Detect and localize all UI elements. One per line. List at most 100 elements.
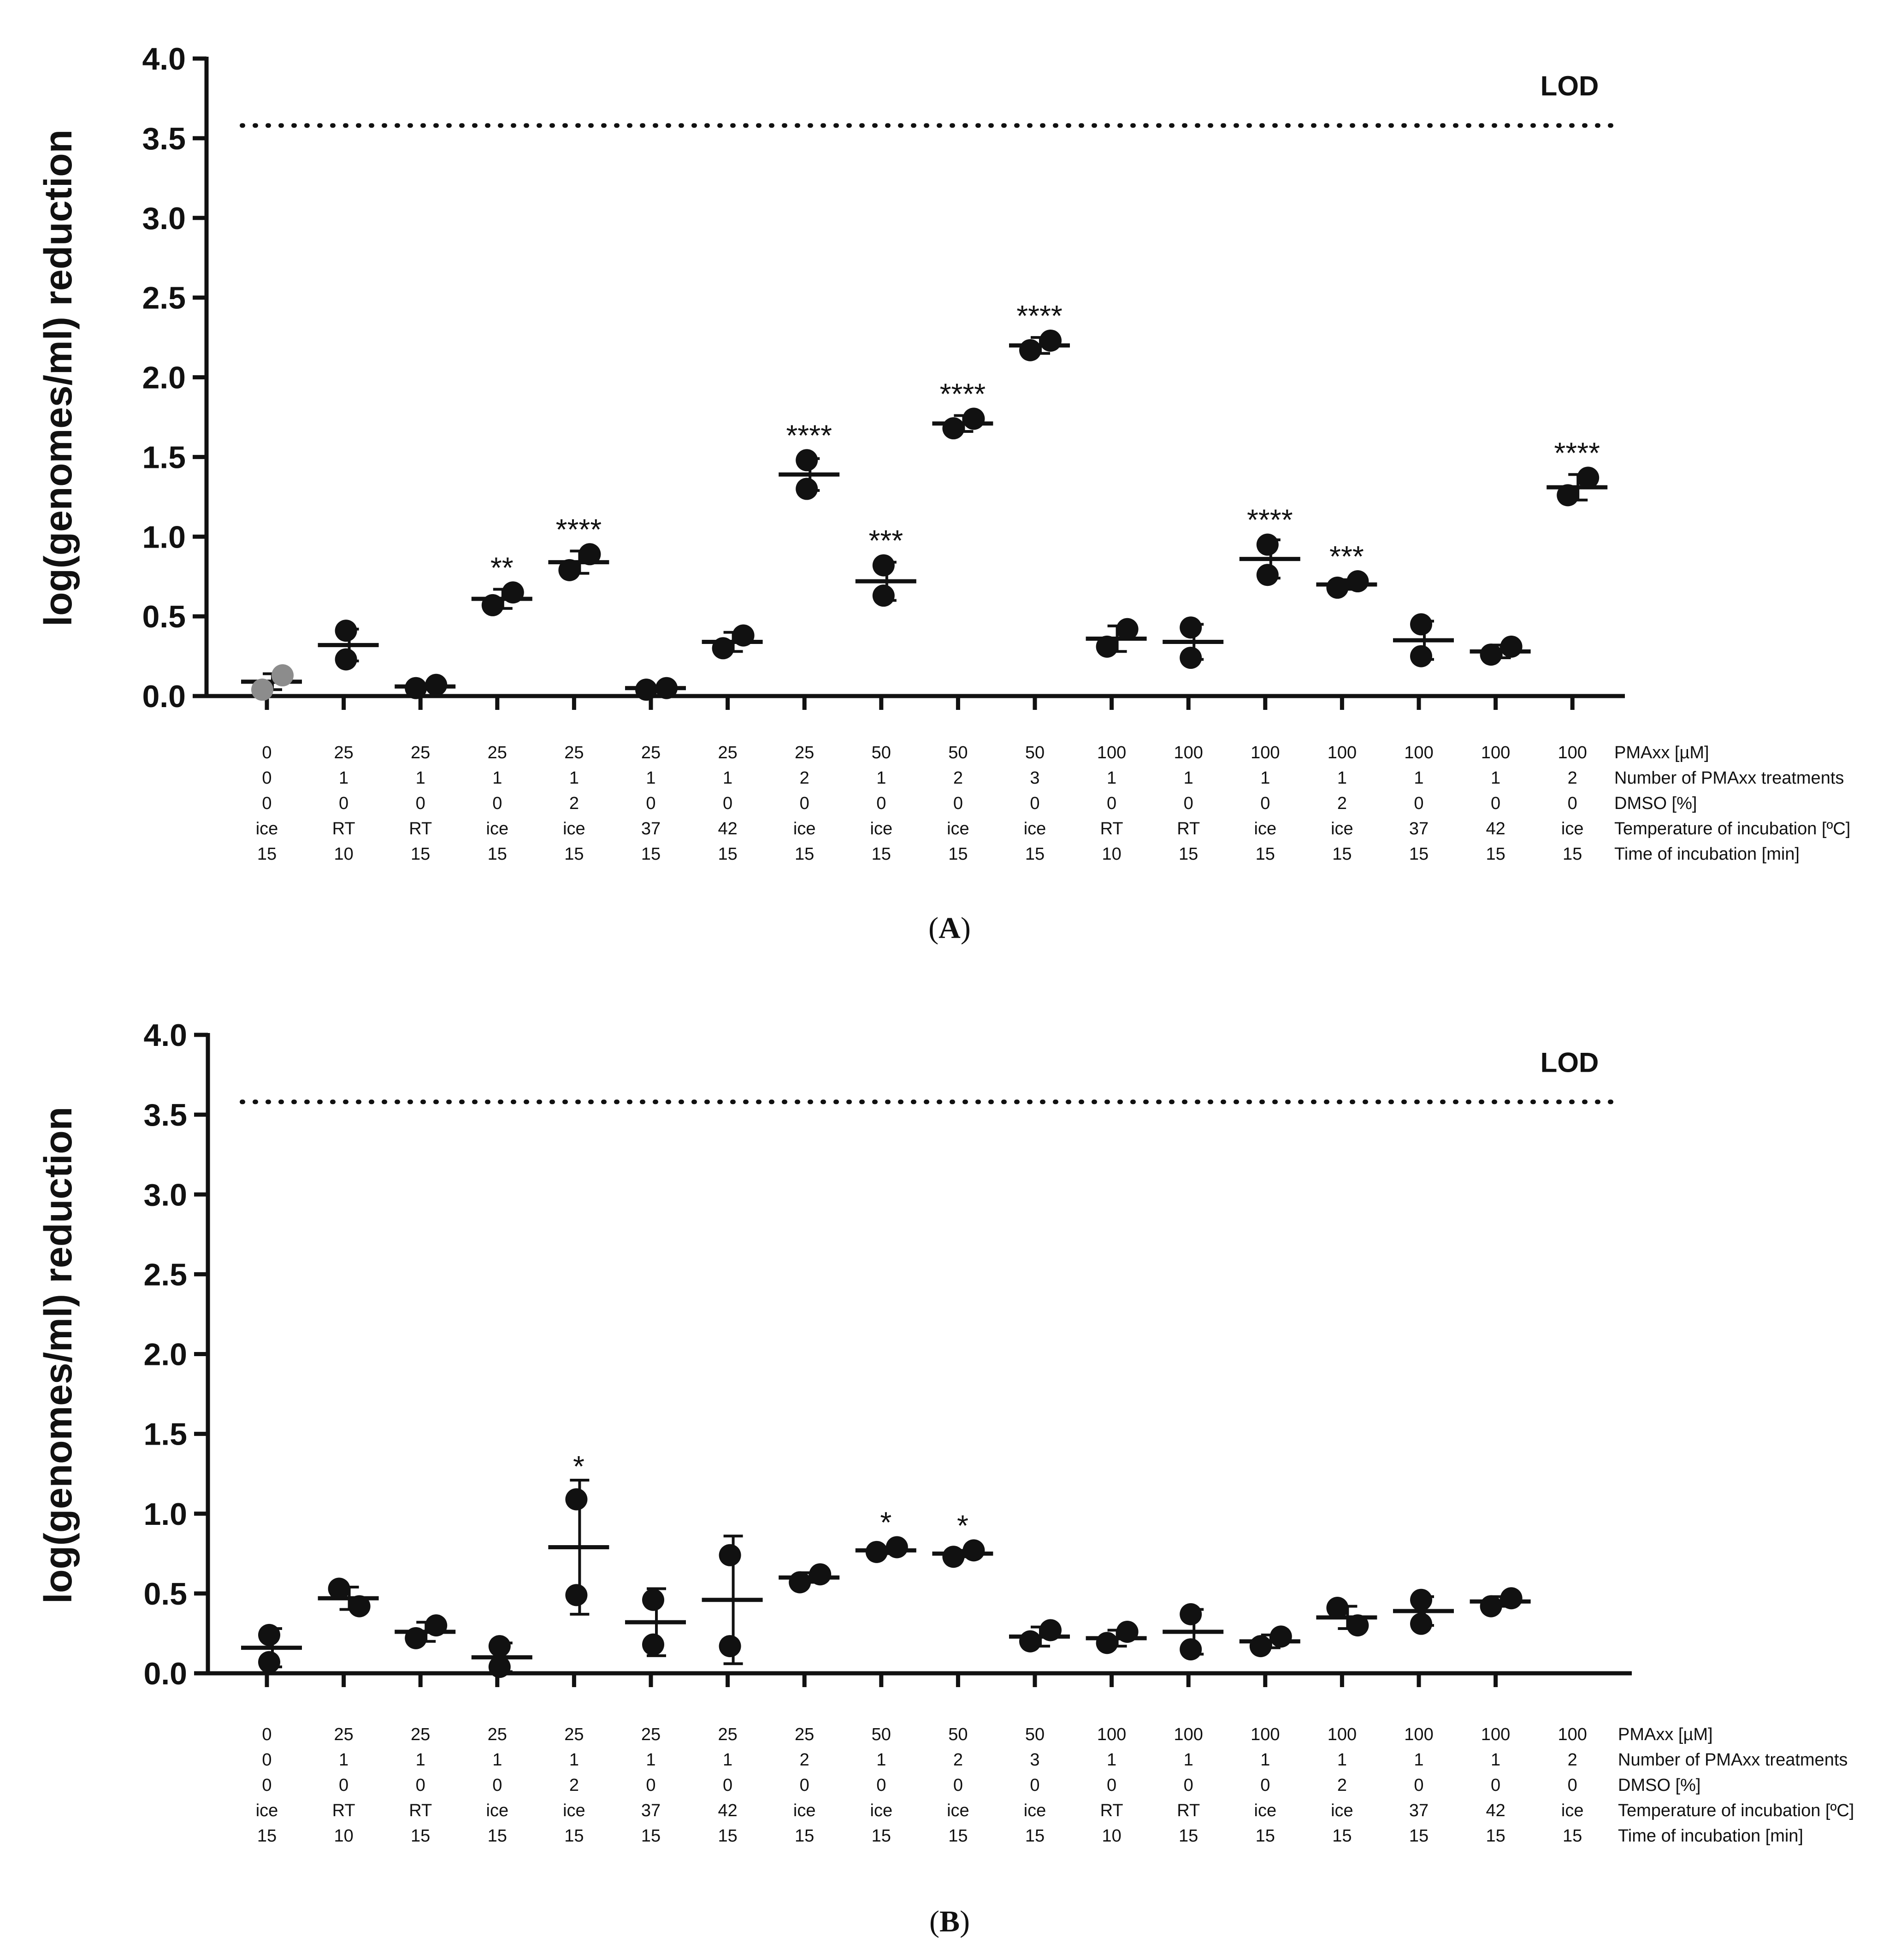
condition-value: 2 — [953, 768, 963, 788]
condition-value: 0 — [1184, 1776, 1193, 1795]
condition-value: 15 — [641, 1826, 661, 1846]
condition-value: 0 — [1491, 794, 1500, 813]
data-point — [1249, 1635, 1272, 1658]
condition-value: 50 — [1025, 1725, 1045, 1744]
data-point — [872, 554, 895, 577]
condition-value: RT — [332, 819, 355, 838]
condition-value: ice — [486, 819, 509, 838]
condition-value: ice — [563, 819, 585, 838]
significance-label: **** — [940, 377, 986, 410]
data-point — [886, 1536, 908, 1559]
condition-value: 15 — [488, 1826, 507, 1846]
condition-value: 0 — [1414, 794, 1423, 813]
data-point — [1116, 618, 1139, 640]
panel-letter: B — [939, 1905, 960, 1938]
condition-value: 1 — [569, 768, 579, 788]
condition-value: 100 — [1404, 1725, 1433, 1744]
condition-value: 1 — [492, 1750, 502, 1770]
condition-value: 15 — [718, 1826, 737, 1846]
condition-value: 100 — [1558, 743, 1587, 762]
condition-value: 1 — [569, 1750, 579, 1770]
condition-value: 0 — [1030, 1776, 1039, 1795]
condition-value: 0 — [800, 794, 809, 813]
y-axis-title: log(genomes/ml) reduction — [36, 1107, 80, 1604]
data-point — [1256, 564, 1279, 586]
y-tick-label: 1.0 — [143, 1497, 187, 1532]
y-tick-label: 3.5 — [142, 121, 186, 156]
condition-value: 100 — [1481, 1725, 1510, 1744]
data-point — [502, 581, 524, 604]
condition-value: 15 — [564, 844, 584, 864]
significance-label: * — [957, 1509, 968, 1542]
data-point — [719, 1635, 741, 1658]
condition-row-label: Time of incubation [min] — [1614, 844, 1800, 864]
data-point — [1410, 1588, 1432, 1611]
condition-value: 100 — [1097, 1725, 1126, 1744]
panel-label: (B) — [929, 1905, 970, 1938]
condition-value: RT — [332, 1801, 355, 1820]
condition-value: 100 — [1558, 1725, 1587, 1744]
data-point — [579, 543, 601, 566]
data-point — [712, 637, 734, 660]
data-point — [558, 559, 581, 581]
condition-value: ice — [947, 819, 969, 838]
condition-value: 0 — [339, 1776, 348, 1795]
condition-value: 15 — [1025, 1826, 1045, 1846]
data-point — [796, 449, 818, 472]
condition-value: ice — [870, 819, 893, 838]
data-point — [405, 1627, 427, 1649]
panel-a: 0.0 0.5 1.0 1.5 2.0 2.5 3.0 3.5 4.0 log(genomes/m… — [36, 41, 1850, 945]
data-point — [1500, 635, 1523, 658]
condition-value: 1 — [416, 768, 425, 788]
condition-value: 100 — [1251, 743, 1280, 762]
condition-value: 10 — [1102, 844, 1121, 864]
condition-value: 37 — [641, 1801, 661, 1820]
condition-value: 0 — [953, 794, 963, 813]
condition-value: 42 — [718, 819, 737, 838]
condition-value: 2 — [1337, 794, 1347, 813]
data-point — [425, 1614, 448, 1637]
data-point — [1256, 533, 1279, 556]
condition-value: 15 — [411, 844, 430, 864]
condition-value: 100 — [1251, 1725, 1280, 1744]
data-point — [1480, 643, 1502, 666]
significance-label: **** — [786, 419, 832, 452]
data-point — [1180, 616, 1202, 639]
condition-value: 1 — [876, 1750, 886, 1770]
y-tick-label: 2.5 — [143, 1257, 187, 1292]
data-point — [865, 1541, 888, 1563]
condition-value: 0 — [262, 768, 272, 788]
condition-value: 15 — [1409, 844, 1429, 864]
condition-value: 15 — [872, 1826, 891, 1846]
condition-value: 2 — [569, 1776, 579, 1795]
data-point — [481, 594, 504, 616]
data-point — [565, 1488, 588, 1511]
condition-row-label: PMAxx [µM] — [1618, 1725, 1713, 1744]
condition-value: 0 — [339, 794, 348, 813]
data-point — [1326, 576, 1349, 599]
condition-value: 15 — [795, 844, 814, 864]
condition-value: 10 — [334, 844, 353, 864]
data-point — [272, 664, 294, 687]
condition-value: 1 — [876, 768, 886, 788]
condition-row-label: Temperature of incubation [ºC] — [1614, 819, 1850, 838]
data-point — [1346, 1614, 1369, 1637]
condition-value: 10 — [334, 1826, 353, 1846]
condition-value: 25 — [795, 1725, 814, 1744]
condition-value: 15 — [1179, 844, 1198, 864]
data-point — [1410, 1612, 1432, 1635]
condition-value: 42 — [718, 1801, 737, 1820]
condition-value: 15 — [718, 844, 737, 864]
y-tick-label: 3.0 — [143, 1177, 187, 1212]
condition-value: 25 — [564, 1725, 584, 1744]
y-tick-label: 2.5 — [142, 281, 186, 316]
condition-value: 1 — [1107, 1750, 1116, 1770]
condition-value: 37 — [1409, 819, 1429, 838]
condition-value: 100 — [1481, 743, 1510, 762]
condition-value: ice — [870, 1801, 893, 1820]
y-tick-label: 0.0 — [142, 679, 186, 714]
data-point — [488, 1635, 511, 1658]
y-tick-label: 0.0 — [143, 1656, 187, 1691]
condition-value: 0 — [723, 1776, 732, 1795]
